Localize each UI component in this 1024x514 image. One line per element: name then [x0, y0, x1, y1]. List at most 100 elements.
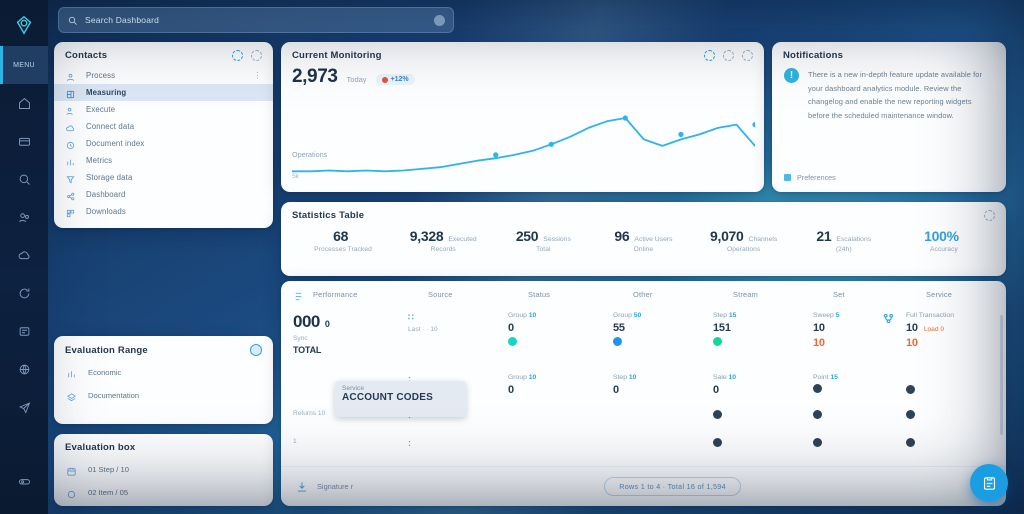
- floating-action-button[interactable]: [970, 464, 1008, 502]
- stat-unit: Active Users: [634, 236, 673, 243]
- contacts-list: Process ⋮ Measuring Execute Connect data…: [54, 66, 273, 224]
- status-dot-icon: [713, 337, 722, 346]
- stat-value: 100%: [924, 228, 959, 244]
- pagination-control[interactable]: Rows 1 to 4 · Total 16 of 1,594: [604, 477, 741, 496]
- bars-icon: [66, 367, 77, 378]
- badge-value: +12%: [390, 76, 409, 83]
- table-cell-service: [906, 432, 994, 447]
- list-item[interactable]: Document index: [54, 135, 273, 152]
- sidebar-item-dashboard[interactable]: Menu: [0, 46, 48, 84]
- diamond-logo-icon[interactable]: [9, 10, 39, 40]
- cell-label: Step 10: [613, 374, 637, 381]
- list-item[interactable]: Process ⋮: [54, 67, 273, 84]
- column-header[interactable]: Status: [528, 290, 551, 299]
- sidebar-item-globe[interactable]: [0, 350, 48, 388]
- export-icon[interactable]: [295, 480, 309, 494]
- table-cell-stream: Step 15 151: [713, 306, 813, 346]
- stat-label: Total: [536, 246, 551, 253]
- refresh-icon[interactable]: [723, 50, 734, 61]
- list-item[interactable]: 01 Step / 10: [54, 458, 273, 481]
- column-header[interactable]: Set: [833, 290, 845, 299]
- filter-icon: [65, 172, 76, 184]
- stat-item: 250 Sessions Total: [493, 228, 593, 253]
- card-header: Current Monitoring: [281, 42, 764, 66]
- stat-label: Processes Tracked: [314, 246, 372, 253]
- stat-top: 9,328 Executed: [410, 228, 477, 244]
- card-header: Notifications: [772, 42, 1006, 66]
- column-header[interactable]: Source: [428, 290, 453, 299]
- list-item[interactable]: Execute: [54, 101, 273, 118]
- table-row[interactable]: : Group 10 0 Step 10 0 Sale 10 0 Point 1…: [281, 368, 1006, 404]
- column-header[interactable]: Service: [926, 290, 953, 299]
- y-axis-label: Operations: [292, 150, 328, 159]
- stat-unit: Executed: [448, 236, 477, 243]
- sidebar-item-refresh[interactable]: [0, 274, 48, 312]
- row-menu-icon[interactable]: ⋮: [253, 71, 262, 80]
- chart-metric: 2,973 Today +12%: [281, 66, 764, 86]
- clear-icon[interactable]: [434, 14, 445, 26]
- sidebar-item-home[interactable]: [0, 84, 48, 122]
- search-input[interactable]: Search Dashboard: [85, 15, 160, 25]
- stat-top: 96 Active Users: [614, 228, 672, 244]
- globe-icon: [19, 364, 29, 374]
- list-item[interactable]: 02 Item / 05: [54, 481, 273, 504]
- card-header: Evaluation box: [54, 434, 273, 458]
- preferences-link[interactable]: Preferences: [797, 173, 836, 182]
- chart-svg: [292, 115, 755, 173]
- sidebar-item-wallet[interactable]: [0, 122, 48, 160]
- y-axis-sub-label: 5k: [292, 173, 300, 180]
- analytics-icon: [19, 174, 30, 185]
- refresh-icon[interactable]: [251, 50, 262, 61]
- list-icon: [19, 326, 29, 336]
- column-header[interactable]: Other: [633, 290, 653, 299]
- status-dot-icon: [713, 438, 722, 447]
- cloud-icon: [65, 121, 76, 132]
- column-header[interactable]: Stream: [733, 290, 759, 299]
- list-item[interactable]: Connect data: [54, 118, 273, 135]
- cell-sub: Load 0: [923, 326, 945, 333]
- cell-dots: :: [408, 374, 411, 384]
- list-item-selected[interactable]: Measuring: [54, 84, 273, 101]
- sidebar-item-analytics[interactable]: [0, 160, 48, 198]
- evaluation-range-card: Evaluation Range Economic Documentation: [54, 336, 273, 424]
- sidebar-item-users[interactable]: [0, 198, 48, 236]
- table-row[interactable]: 000 0 Sync TOTAL ∷ Last · · 10 Group 10 …: [281, 306, 1006, 368]
- sidebar-item-list[interactable]: [0, 312, 48, 350]
- status-dot-icon: [813, 384, 822, 393]
- notification-footer[interactable]: Preferences: [784, 173, 836, 182]
- user-group-icon: [65, 104, 76, 115]
- table-cell-service: [906, 368, 994, 394]
- list-item[interactable]: Metrics: [54, 152, 273, 169]
- statistics-card: Statistics Table 68 Processes Tracked 9,…: [281, 202, 1006, 276]
- stat-label: (24h): [835, 246, 852, 253]
- expand-icon[interactable]: [742, 50, 753, 61]
- list-item[interactable]: Storage data: [54, 169, 273, 186]
- list-item[interactable]: Economic: [54, 361, 273, 384]
- search-bar[interactable]: Search Dashboard: [58, 7, 454, 33]
- stat-value: 9,070: [710, 228, 744, 244]
- info-icon[interactable]: [250, 344, 262, 356]
- sidebar-rail: Menu: [0, 0, 48, 514]
- list-item[interactable]: Dashboard: [54, 186, 273, 203]
- list-item-label: Economic: [88, 368, 122, 377]
- sync-icon[interactable]: [704, 50, 715, 61]
- refresh-icon[interactable]: [984, 210, 995, 221]
- table-row[interactable]: 1 :: [281, 432, 1006, 458]
- stat-item: 9,328 Executed Records: [393, 228, 493, 253]
- sidebar-item-settings[interactable]: [0, 462, 48, 500]
- sync-icon[interactable]: [232, 50, 243, 61]
- list-item[interactable]: Downloads: [54, 203, 273, 220]
- footer-label: Signature r: [317, 482, 354, 491]
- branch-icon: [882, 312, 895, 330]
- sidebar-item-send[interactable]: [0, 388, 48, 426]
- card-title: Statistics Table: [292, 210, 365, 221]
- table-scrollbar[interactable]: [1000, 315, 1003, 435]
- sidebar-item-cloud[interactable]: [0, 236, 48, 274]
- circle-icon: [66, 487, 77, 499]
- stat-item: 68 Processes Tracked: [293, 228, 393, 253]
- stat-label: Operations: [727, 246, 761, 253]
- column-header[interactable]: Performance: [313, 290, 358, 299]
- status-dot-icon: [508, 337, 517, 346]
- list-item[interactable]: Documentation: [54, 384, 273, 407]
- stat-value: 250: [515, 228, 539, 244]
